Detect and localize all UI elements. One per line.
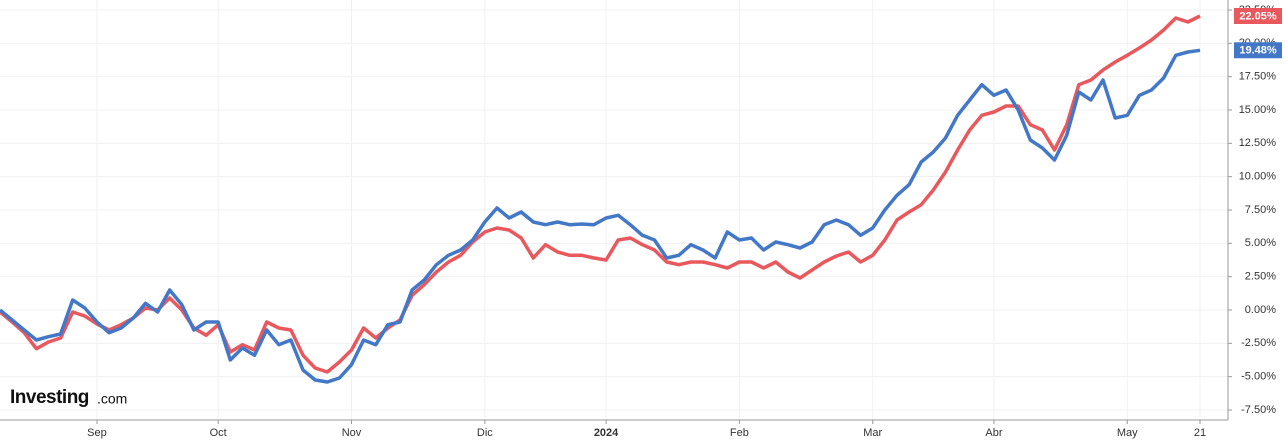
y-tick-label: 12.50%	[1239, 137, 1277, 149]
series-line	[0, 14, 1201, 374]
x-tick-label: Abr	[985, 427, 1002, 439]
y-tick-label: -2.50%	[1241, 337, 1276, 349]
x-tick-label: 2024	[594, 427, 619, 439]
x-tick-label: Feb	[730, 427, 749, 439]
x-tick-label: Sep	[87, 427, 107, 439]
y-tick-label: 10.00%	[1239, 171, 1277, 183]
watermark-brand: Investing	[10, 387, 89, 408]
x-tick-label: Mar	[863, 427, 882, 439]
y-tick-label: -5.00%	[1241, 371, 1276, 383]
y-tick-label: 15.00%	[1239, 104, 1277, 116]
y-tick-label: 2.50%	[1245, 271, 1276, 283]
y-tick-label: -7.50%	[1241, 404, 1276, 416]
value-badge	[1234, 8, 1282, 24]
x-tick-label: Nov	[342, 427, 362, 439]
y-tick-label: 7.50%	[1245, 204, 1276, 216]
value-label: 19.48%	[1239, 45, 1277, 57]
y-tick-label: 5.00%	[1245, 237, 1276, 249]
y-tick-label: 0.00%	[1245, 304, 1276, 316]
x-tick-label: 21	[1194, 427, 1206, 439]
value-badge	[1234, 42, 1282, 59]
plot	[0, 0, 1228, 420]
value-label: 22.05%	[1239, 10, 1277, 22]
x-tick-label: May	[1117, 427, 1138, 439]
x-tick-label: Dic	[477, 427, 493, 439]
x-tick-label: Oct	[210, 427, 227, 439]
y-tick-label: 17.50%	[1239, 71, 1277, 83]
series-line	[0, 48, 1201, 384]
watermark-suffix: .com	[97, 391, 127, 407]
